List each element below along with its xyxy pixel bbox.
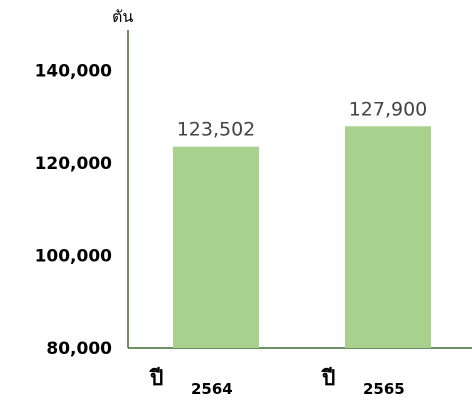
y-tick-label: 120,000 [35, 154, 113, 174]
y-tick-labels: 80,000 100,000 120,000 140,000 [35, 61, 113, 359]
x-tick-sublabel: 2564 [191, 380, 233, 398]
y-axis-label: ตัน [112, 7, 133, 26]
data-label: 123,502 [177, 119, 256, 141]
y-tick-label: 140,000 [35, 61, 113, 81]
bars [173, 126, 431, 348]
data-label: 127,900 [349, 98, 428, 120]
x-tick-label: ปี [148, 366, 163, 390]
x-tick-sublabel: 2565 [363, 380, 405, 398]
bar [345, 126, 431, 348]
x-tick-labels: ปี 2564 ปี 2565 [148, 366, 404, 398]
bar [173, 146, 259, 348]
y-tick-label: 100,000 [35, 246, 113, 266]
x-tick-label: ปี [320, 366, 335, 390]
y-tick-label: 80,000 [46, 339, 112, 359]
data-labels: 123,502 127,900 [177, 98, 428, 140]
